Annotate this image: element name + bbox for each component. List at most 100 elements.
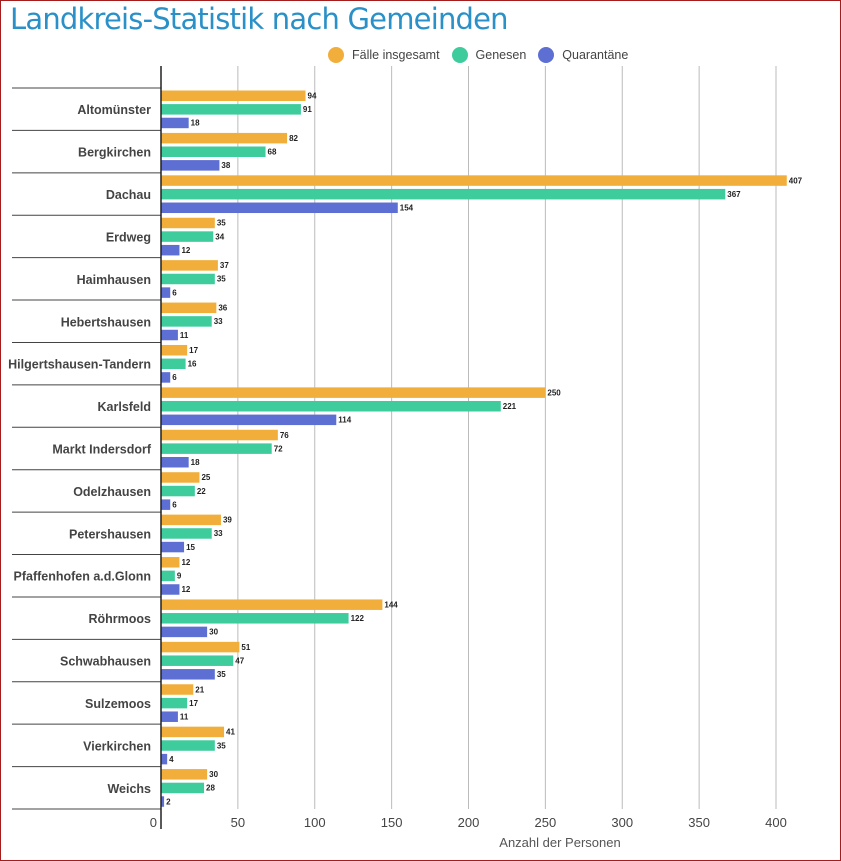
bar: [161, 316, 212, 327]
data-label: 6: [172, 373, 177, 382]
legend-item-faelle[interactable]: Fälle insgesamt: [328, 47, 440, 63]
bar: [161, 684, 194, 695]
category-label: Haimhausen: [77, 273, 151, 287]
x-tick-label: 300: [611, 815, 633, 830]
data-label: 221: [503, 402, 517, 411]
bar: [161, 726, 225, 738]
category-label: Schwabhausen: [60, 655, 151, 669]
bar: [161, 90, 306, 101]
bar: [161, 231, 214, 242]
bar: [161, 570, 175, 582]
data-label: 17: [189, 699, 198, 708]
category-label: Karlsfeld: [98, 400, 152, 414]
bar: [161, 599, 383, 610]
data-label: 22: [197, 487, 206, 496]
data-label: 9: [177, 572, 182, 581]
category-label: Pfaffenhofen a.d.Glonn: [14, 570, 152, 584]
data-label: 250: [547, 388, 561, 397]
chart-title: Landkreis-Statistik nach Gemeinden: [10, 2, 509, 36]
bar: [161, 541, 185, 553]
data-label: 76: [280, 431, 289, 440]
x-tick-label: 100: [304, 815, 326, 830]
data-label: 18: [191, 458, 200, 467]
bar: [161, 244, 180, 256]
category-label: Weichs: [107, 782, 151, 796]
legend-item-quarantaene[interactable]: Quarantäne: [538, 47, 628, 63]
x-axis-title: Anzahl der Personen: [499, 835, 620, 850]
data-label: 17: [189, 346, 198, 355]
category-label: Dachau: [106, 188, 151, 202]
bar: [161, 655, 234, 666]
bar: [161, 175, 787, 186]
x-tick-label: 150: [381, 815, 403, 830]
bar: [161, 514, 221, 526]
bar: [161, 202, 398, 214]
bar: [161, 711, 178, 722]
data-label: 47: [235, 656, 244, 665]
data-label: 16: [188, 360, 197, 369]
bar: [161, 485, 195, 497]
legend-swatch: [451, 47, 468, 63]
category-label: Röhrmoos: [89, 612, 152, 626]
category-label: Altomünster: [77, 103, 151, 117]
data-label: 68: [268, 148, 277, 157]
data-label: 30: [209, 770, 218, 779]
category-label: Petershausen: [69, 527, 151, 541]
bar: [161, 260, 218, 271]
data-label: 51: [241, 643, 250, 652]
legend-swatch: [328, 47, 344, 63]
bar: [161, 400, 501, 412]
bar: [161, 443, 272, 454]
bar: [161, 528, 212, 539]
bar: [161, 796, 165, 807]
category-label: Markt Indersdorf: [52, 443, 151, 457]
category-label: Sulzemoos: [85, 697, 151, 711]
data-label: 122: [351, 614, 365, 623]
data-label: 18: [191, 119, 200, 128]
data-label: 144: [384, 600, 398, 609]
data-label: 154: [400, 204, 414, 213]
bar: [161, 769, 208, 780]
data-label: 37: [220, 261, 229, 270]
data-label: 38: [221, 161, 230, 170]
data-label: 33: [214, 529, 223, 538]
bar: [161, 287, 171, 298]
data-label: 367: [727, 190, 741, 199]
data-label: 12: [181, 585, 190, 594]
bar: [161, 217, 215, 229]
data-label: 34: [215, 232, 224, 241]
data-label: 28: [206, 784, 215, 793]
bar: [161, 669, 215, 680]
bar: [161, 753, 168, 765]
bar: [161, 626, 208, 638]
bar: [161, 358, 186, 370]
bar: [161, 132, 288, 144]
bar: [161, 456, 189, 468]
bar: [161, 782, 205, 794]
bar: [161, 740, 215, 751]
data-label: 41: [226, 728, 235, 737]
data-label: 94: [308, 92, 317, 101]
bar: [161, 697, 188, 709]
data-label: 114: [338, 416, 351, 425]
data-label: 36: [218, 304, 227, 313]
x-tick-label: 0: [150, 815, 157, 830]
data-label: 15: [186, 543, 195, 552]
x-tick-label: 250: [535, 815, 557, 830]
legend-swatch: [538, 47, 555, 63]
category-label: Odelzhausen: [73, 485, 151, 499]
legend-item-genesen[interactable]: Genesen: [451, 47, 526, 63]
bar: [161, 344, 188, 356]
legend-label: Quarantäne: [562, 48, 629, 62]
data-label: 91: [303, 105, 312, 114]
bar: [161, 557, 180, 568]
data-label: 35: [217, 219, 226, 228]
category-label: Vierkirchen: [83, 739, 151, 753]
data-label: 4: [169, 755, 174, 764]
data-label: 11: [180, 331, 189, 340]
x-tick-label: 50: [231, 815, 245, 830]
bar: [161, 499, 171, 510]
data-label: 2: [166, 797, 171, 806]
data-label: 6: [172, 288, 177, 297]
x-tick-label: 400: [765, 815, 787, 830]
